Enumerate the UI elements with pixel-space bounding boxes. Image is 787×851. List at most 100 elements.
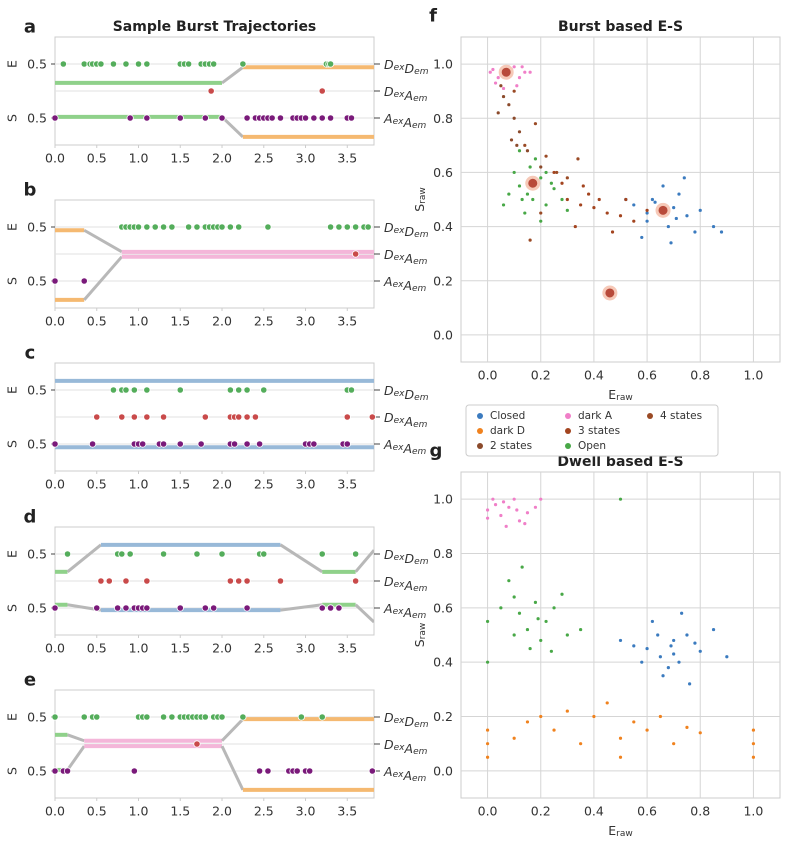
photon (347, 114, 356, 122)
photon (193, 740, 201, 748)
point (485, 516, 490, 520)
photon (130, 386, 138, 394)
photon (126, 114, 134, 122)
point (645, 728, 649, 732)
transition (354, 549, 374, 573)
center-marker (655, 202, 671, 218)
point (587, 192, 591, 196)
point (520, 197, 524, 202)
photon (276, 577, 285, 585)
point (485, 508, 490, 512)
point (528, 165, 532, 169)
photon (97, 577, 105, 585)
y-tick-label: 0.5 (27, 274, 47, 289)
y-tick-label: 0.5 (27, 710, 47, 725)
x-tick-label: 3.5 (337, 314, 357, 329)
point (645, 211, 649, 215)
y-tick-label: 0.5 (27, 601, 47, 616)
point (485, 728, 490, 732)
photon (210, 604, 218, 612)
photon (201, 114, 209, 122)
point (688, 682, 692, 686)
point (624, 197, 628, 202)
point (525, 149, 530, 153)
channel-label: AexAem (383, 601, 427, 622)
y-tick-label: 0.2 (433, 273, 453, 288)
x-tick-label: 0.8 (690, 804, 710, 819)
x-tick-label: 2.0 (212, 477, 232, 492)
point (499, 84, 503, 88)
x-tick-label: 2.5 (254, 804, 274, 819)
photon (143, 223, 151, 231)
x-tick-label: 0.0 (45, 477, 65, 492)
transition (221, 66, 244, 85)
x-tick-label: 0.6 (637, 804, 657, 819)
axis-label: E (5, 223, 20, 231)
photon (201, 413, 209, 421)
point (493, 503, 498, 507)
y-tick-label: 0.0 (433, 327, 453, 342)
point (533, 505, 538, 509)
point (533, 122, 538, 126)
point (549, 181, 553, 185)
chart-title: Sample Burst Trajectories (113, 19, 317, 35)
y-tick-label: 0.5 (27, 57, 47, 72)
point (539, 211, 543, 215)
legend-label: 3 states (578, 425, 620, 437)
transition (83, 255, 123, 301)
photon (343, 413, 351, 421)
point (523, 70, 527, 74)
axis-label: S (5, 604, 20, 612)
photon (264, 223, 272, 231)
x-tick-label: 2.5 (254, 641, 274, 656)
photon (352, 550, 360, 558)
point (579, 627, 583, 632)
x-tick-label: 1.0 (129, 641, 149, 656)
photon (226, 386, 234, 394)
channel-label: AexAem (383, 764, 427, 785)
point (517, 130, 522, 134)
axis-label: S (5, 114, 20, 122)
x-tick-label: 1.0 (743, 804, 763, 819)
photon (51, 277, 59, 285)
x-tick-label: 3.5 (337, 151, 357, 166)
x-tick-label: 3.0 (296, 804, 316, 819)
photon (126, 550, 134, 558)
center-marker (525, 175, 541, 191)
x-tick-label: 3.5 (337, 641, 357, 656)
point (698, 731, 702, 735)
point (672, 652, 676, 656)
photon (130, 413, 138, 421)
axis-label: E (5, 386, 20, 394)
legend-label: Open (578, 440, 606, 452)
point (539, 176, 543, 180)
axis-label: E (5, 550, 20, 558)
point (685, 214, 689, 218)
photon (343, 440, 351, 448)
x-tick-label: 2.5 (254, 477, 274, 492)
point (509, 138, 514, 142)
point (618, 214, 623, 218)
point (517, 611, 522, 615)
y-axis-label: Sraw (412, 187, 429, 212)
point (544, 203, 548, 207)
photon (243, 114, 251, 122)
channel-label: DexDem (384, 57, 429, 78)
point (525, 511, 530, 515)
photon (255, 440, 264, 448)
photon (168, 713, 176, 721)
point (533, 157, 538, 161)
point (645, 646, 649, 651)
x-tick-label: 0.5 (87, 804, 107, 819)
y-tick-label: 0.8 (433, 546, 453, 561)
x-tick-label: 0.5 (87, 641, 107, 656)
photon (80, 60, 88, 68)
transition (220, 718, 244, 742)
channel-label: DexDem (384, 383, 429, 404)
point (669, 644, 673, 648)
point (680, 611, 684, 615)
point (672, 206, 676, 210)
point (653, 200, 657, 204)
point (565, 208, 569, 212)
x-tick-label: 1.0 (129, 477, 149, 492)
